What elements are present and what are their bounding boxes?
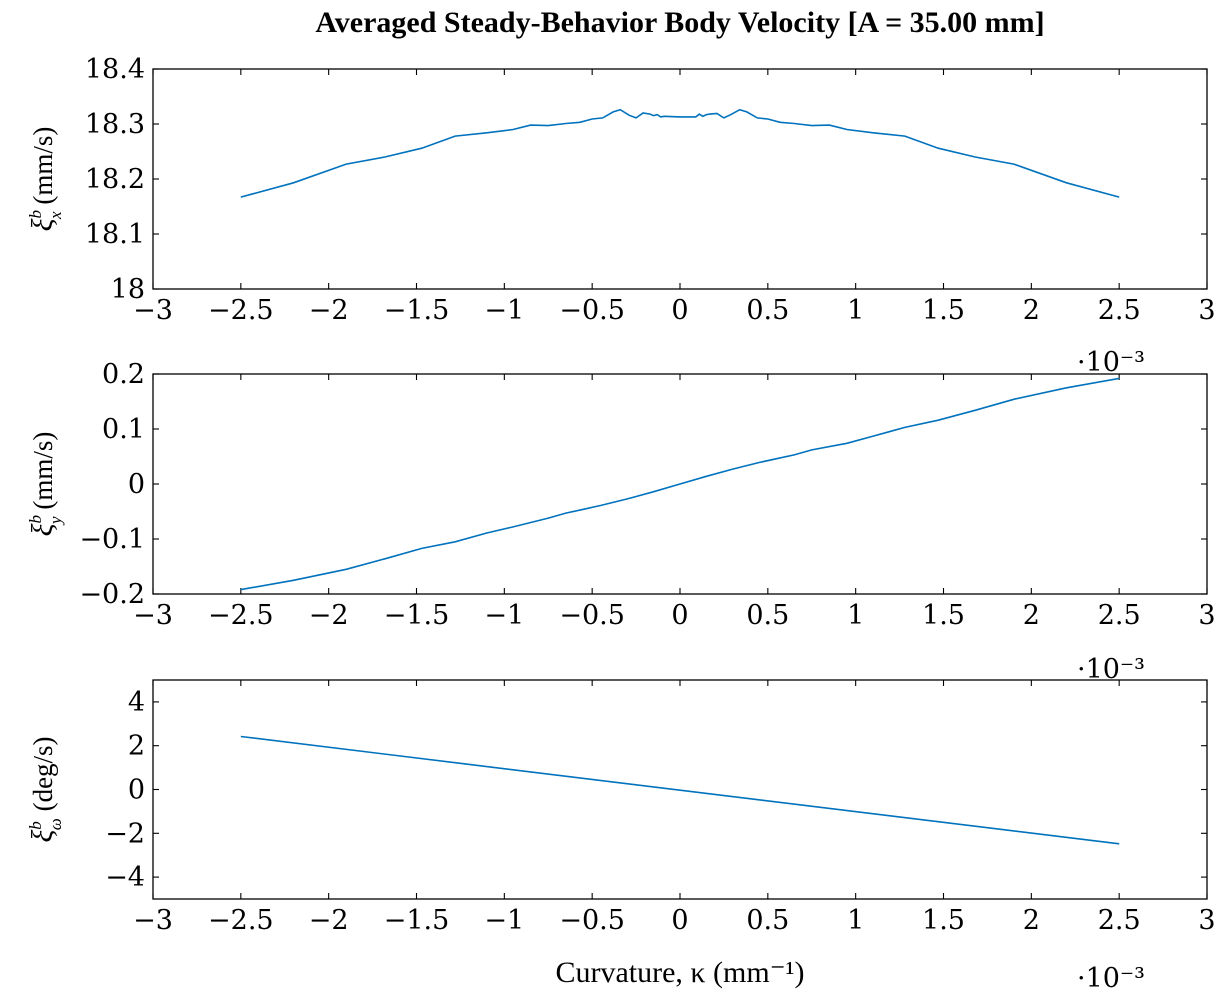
x-tick-label: −2.5: [208, 600, 274, 631]
series-line-xi_omega: [240, 735, 1120, 845]
y-axis-label: ξby (mm/s): [26, 432, 65, 537]
x-axis-multiplier: ·10⁻³: [1077, 963, 1145, 994]
y-tick-label: 0: [128, 775, 145, 806]
y-tick-label: 0.2: [102, 359, 145, 390]
y-tick-label: 18.3: [85, 109, 145, 140]
y-tick-label: −2: [105, 818, 145, 849]
x-tick-label: −2: [309, 295, 349, 326]
x-tick-label: 1.5: [922, 600, 965, 631]
x-tick-label: 0: [671, 295, 688, 326]
x-tick-label: 2: [1023, 295, 1040, 326]
y-axis-label: ξbω (deg/s): [26, 736, 65, 842]
x-tick-label: −1: [484, 600, 524, 631]
panel-1: −3 −2.5 −2 −1.5 −1 −0.5 0 0.5 1 1.5 2 2.5 3 18 18.1 18.…: [26, 54, 1216, 378]
y-tick-label: −0.2: [79, 579, 145, 610]
x-tick-label: 3: [1198, 600, 1215, 631]
x-tick-label: 1: [847, 295, 864, 326]
x-tick-label: 0: [671, 600, 688, 631]
x-tick-label: −2.5: [208, 295, 274, 326]
x-tick-label: −1: [484, 295, 524, 326]
x-tick-label: 0.5: [746, 905, 789, 936]
x-tick-label: −1: [484, 905, 524, 936]
x-tick-label: 2: [1023, 600, 1040, 631]
x-tick-label: 1: [847, 905, 864, 936]
x-tick-label: −0.5: [559, 905, 625, 936]
x-tick-label: 0.5: [746, 295, 789, 326]
x-tick-label: 0.5: [746, 600, 789, 631]
chart-title: Averaged Steady-Behavior Body Velocity […: [315, 6, 1044, 39]
panel-2: −3 −2.5 −2 −1.5 −1 −0.5 0 0.5 1 1.5 2 2.5 3 −0.2 −0.1 0…: [26, 359, 1216, 685]
y-tick-label: −4: [105, 862, 145, 893]
x-tick-label: 1.5: [922, 295, 965, 326]
x-tick-label: 2.5: [1098, 905, 1141, 936]
x-tick-label: 1.5: [922, 905, 965, 936]
x-tick-label: 1: [847, 600, 864, 631]
y-tick-label: 18.4: [85, 54, 145, 85]
x-axis-label: Curvature, κ (mm⁻¹): [555, 956, 804, 989]
y-tick-label: 0: [128, 469, 145, 500]
x-tick-label: 2.5: [1098, 295, 1141, 326]
x-tick-label: 3: [1198, 295, 1215, 326]
x-tick-label: −3: [133, 295, 173, 326]
y-tick-label: −0.1: [79, 524, 145, 555]
series-line-xi_y: [240, 377, 1120, 591]
y-axis-label: ξbx (mm/s): [26, 127, 65, 232]
x-tick-label: −1.5: [384, 600, 450, 631]
x-tick-label: −2: [309, 600, 349, 631]
x-tick-label: −3: [133, 600, 173, 631]
x-tick-label: −1.5: [384, 905, 450, 936]
y-tick-label: 0.1: [102, 414, 145, 445]
x-tick-label: −0.5: [559, 600, 625, 631]
x-tick-label: −2: [309, 905, 349, 936]
panel-3: −3 −2.5 −2 −1.5 −1 −0.5 0 0.5 1 1.5 2 2.5 3 −4 −2 0 2 4 ξb…: [26, 679, 1216, 994]
x-tick-label: 2.5: [1098, 600, 1141, 631]
y-tick-label: 18: [111, 274, 145, 305]
x-tick-label: −3: [133, 905, 173, 936]
x-tick-label: −1.5: [384, 295, 450, 326]
chart-panels: −3 −2.5 −2 −1.5 −1 −0.5 0 0.5 1 1.5 2 2.5 3 18 18.1 18.…: [26, 54, 1216, 994]
x-axis-multiplier: ·10⁻³: [1077, 347, 1145, 378]
series-line-xi_x: [240, 108, 1120, 198]
x-tick-label: 2: [1023, 905, 1040, 936]
plot-frame: [152, 68, 1208, 290]
x-tick-label: −0.5: [559, 295, 625, 326]
y-tick-label: 18.2: [85, 164, 145, 195]
x-tick-label: 3: [1198, 905, 1215, 936]
y-tick-label: 2: [128, 731, 145, 762]
x-tick-label: 0: [671, 905, 688, 936]
y-tick-label: 4: [128, 687, 145, 718]
x-tick-label: −2.5: [208, 905, 274, 936]
y-tick-label: 18.1: [85, 219, 145, 250]
